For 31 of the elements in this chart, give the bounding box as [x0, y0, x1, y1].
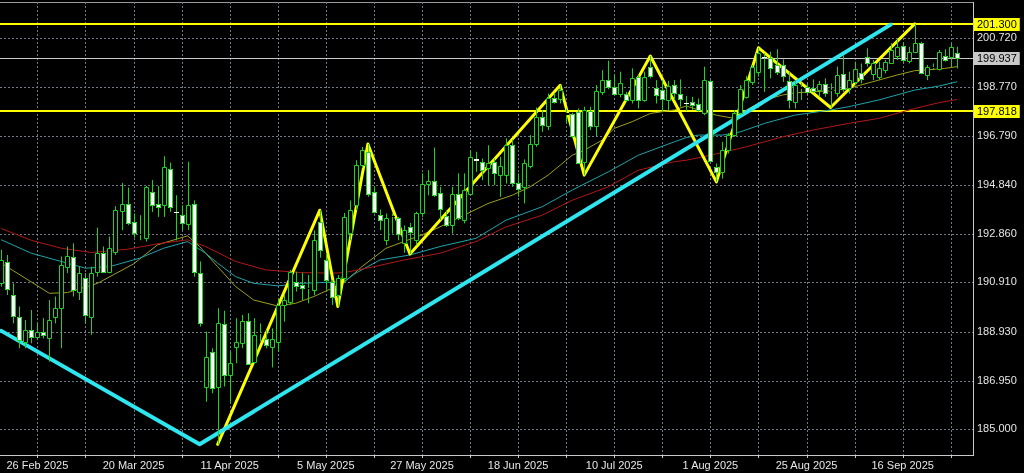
y-tick-label: 200.720 [977, 31, 1017, 44]
y-tick-label: 192.860 [977, 226, 1017, 239]
y-tick-label: 185.000 [977, 422, 1017, 435]
x-tick-label: 5 May 2025 [297, 458, 355, 471]
y-tick-label: 190.910 [977, 275, 1017, 288]
x-tick-label: 26 Feb 2025 [6, 458, 69, 471]
candlestick [11, 282, 16, 324]
x-tick-label: 11 Apr 2025 [200, 458, 259, 471]
ref-line-label: 201.300 [977, 18, 1017, 31]
x-tick-label: 20 Mar 2025 [102, 458, 165, 471]
candlestick [390, 212, 395, 235]
candlestick [324, 252, 329, 291]
y-tick-label: 196.790 [977, 129, 1017, 142]
y-tick-label: 188.930 [977, 324, 1017, 337]
candlestick [174, 194, 179, 241]
x-tick-label: 16 Sep 2025 [871, 458, 934, 471]
candlestick [198, 260, 203, 328]
candlestick [258, 322, 263, 343]
x-tick-label: 25 Aug 2025 [775, 458, 838, 471]
y-tick-label: 186.950 [977, 373, 1017, 386]
ref-line-label: 199.937 [977, 52, 1017, 65]
x-tick-label: 18 Jun 2025 [487, 458, 549, 471]
x-tick-label: 1 Aug 2025 [682, 458, 739, 471]
x-tick-label: 10 Jul 2025 [585, 458, 643, 471]
candlestick [648, 55, 653, 79]
y-tick-label: 194.840 [977, 177, 1017, 190]
x-tick-label: 27 May 2025 [390, 458, 454, 471]
ref-line-label: 197.818 [977, 105, 1017, 118]
candlestick [768, 51, 773, 79]
candlestick [678, 78, 683, 108]
y-tick-label: 198.770 [977, 79, 1017, 92]
